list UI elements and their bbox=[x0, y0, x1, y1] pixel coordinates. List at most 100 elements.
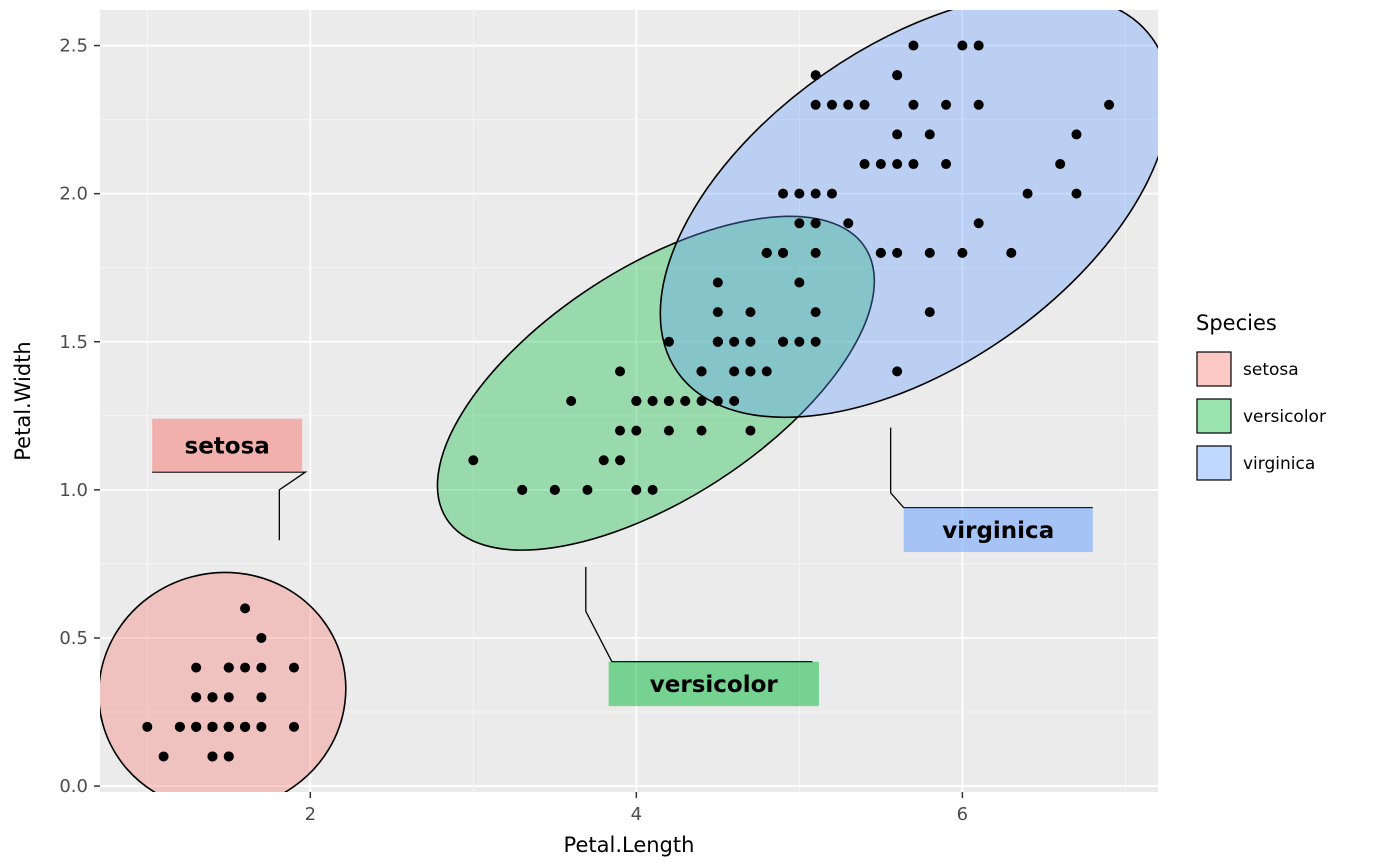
x-tick-label: 2 bbox=[305, 804, 316, 825]
data-point bbox=[631, 425, 642, 436]
data-point bbox=[1071, 188, 1082, 199]
data-point bbox=[647, 484, 658, 495]
data-point bbox=[207, 721, 218, 732]
data-point bbox=[892, 247, 903, 258]
data-point bbox=[761, 247, 772, 258]
data-point bbox=[924, 129, 935, 140]
data-point bbox=[288, 662, 299, 673]
data-point bbox=[240, 603, 251, 614]
y-tick-label: 2.5 bbox=[59, 36, 88, 57]
setosa-points bbox=[142, 603, 299, 762]
legend-key-versicolor bbox=[1196, 398, 1232, 434]
versicolor-ellipse bbox=[436, 215, 876, 551]
data-point bbox=[778, 336, 789, 347]
grid-minor bbox=[100, 10, 1158, 792]
y-tick-label: 2.0 bbox=[59, 184, 88, 205]
data-point bbox=[256, 721, 267, 732]
data-point bbox=[826, 188, 837, 199]
data-point bbox=[223, 721, 234, 732]
data-point bbox=[745, 366, 756, 377]
data-point bbox=[729, 396, 740, 406]
data-point bbox=[810, 336, 821, 347]
x-tick-label: 6 bbox=[957, 804, 968, 825]
versicolor-points bbox=[468, 247, 821, 495]
data-point bbox=[1055, 159, 1066, 170]
data-point bbox=[631, 396, 642, 406]
data-point bbox=[957, 247, 968, 258]
data-point bbox=[745, 336, 756, 347]
data-point bbox=[712, 396, 723, 406]
virginica-ellipse bbox=[659, 10, 1158, 419]
data-point bbox=[973, 40, 984, 51]
data-point bbox=[892, 366, 903, 377]
data-point bbox=[908, 40, 919, 51]
data-point bbox=[174, 721, 185, 732]
data-point bbox=[256, 692, 267, 703]
data-point bbox=[468, 455, 479, 466]
data-point bbox=[158, 751, 169, 762]
data-point bbox=[892, 70, 903, 81]
data-point bbox=[924, 247, 935, 258]
data-point bbox=[729, 366, 740, 377]
data-point bbox=[810, 188, 821, 199]
versicolor-mark-label-bg bbox=[608, 661, 819, 707]
legend-label-setosa: setosa bbox=[1243, 360, 1299, 380]
data-point bbox=[256, 632, 267, 643]
data-point bbox=[892, 159, 903, 170]
data-point bbox=[794, 336, 805, 347]
x-axis: 2 4 6 bbox=[305, 792, 968, 825]
data-point bbox=[924, 307, 935, 318]
data-point bbox=[517, 484, 528, 495]
setosa-mark-label: setosa bbox=[185, 433, 270, 459]
data-point bbox=[810, 70, 821, 81]
virginica-mark-label: virginica bbox=[942, 518, 1054, 544]
data-point bbox=[973, 218, 984, 229]
data-point bbox=[582, 484, 593, 495]
data-point bbox=[223, 692, 234, 703]
y-tick-label: 0.0 bbox=[59, 776, 88, 797]
data-point bbox=[875, 247, 886, 258]
data-point bbox=[859, 159, 870, 170]
data-point bbox=[712, 277, 723, 288]
data-point bbox=[826, 99, 837, 110]
data-point bbox=[892, 129, 903, 140]
data-point bbox=[712, 336, 723, 347]
data-point bbox=[941, 99, 952, 110]
data-point bbox=[631, 484, 642, 495]
legend-label-virginica: virginica bbox=[1243, 454, 1315, 474]
data-point bbox=[875, 159, 886, 170]
data-point bbox=[696, 396, 707, 406]
data-point bbox=[810, 99, 821, 110]
data-point bbox=[957, 40, 968, 51]
data-point bbox=[223, 751, 234, 762]
data-point bbox=[1022, 188, 1033, 199]
data-point bbox=[696, 425, 707, 436]
data-point bbox=[615, 425, 626, 436]
data-point bbox=[941, 159, 952, 170]
data-point bbox=[794, 218, 805, 229]
y-tick-label: 1.0 bbox=[59, 480, 88, 501]
data-point bbox=[1104, 99, 1115, 110]
setosa-ellipse bbox=[100, 571, 347, 792]
data-point bbox=[256, 662, 267, 673]
data-point bbox=[142, 721, 153, 732]
data-point bbox=[696, 366, 707, 377]
legend: setosa versicolor virginica bbox=[1196, 351, 1326, 481]
legend-label-versicolor: versicolor bbox=[1243, 407, 1326, 427]
data-point bbox=[663, 425, 674, 436]
data-point bbox=[1071, 129, 1082, 140]
data-point bbox=[859, 99, 870, 110]
y-axis-title: Petal.Width bbox=[11, 341, 35, 460]
y-tick-label: 1.5 bbox=[59, 332, 88, 353]
data-point bbox=[973, 99, 984, 110]
data-point bbox=[615, 455, 626, 466]
data-point bbox=[288, 721, 299, 732]
virginica-points bbox=[712, 40, 1115, 377]
data-point bbox=[240, 662, 251, 673]
data-point bbox=[240, 721, 251, 732]
legend-key-virginica bbox=[1196, 445, 1232, 481]
virginica-mark-label-bg bbox=[903, 507, 1093, 553]
data-point bbox=[843, 218, 854, 229]
